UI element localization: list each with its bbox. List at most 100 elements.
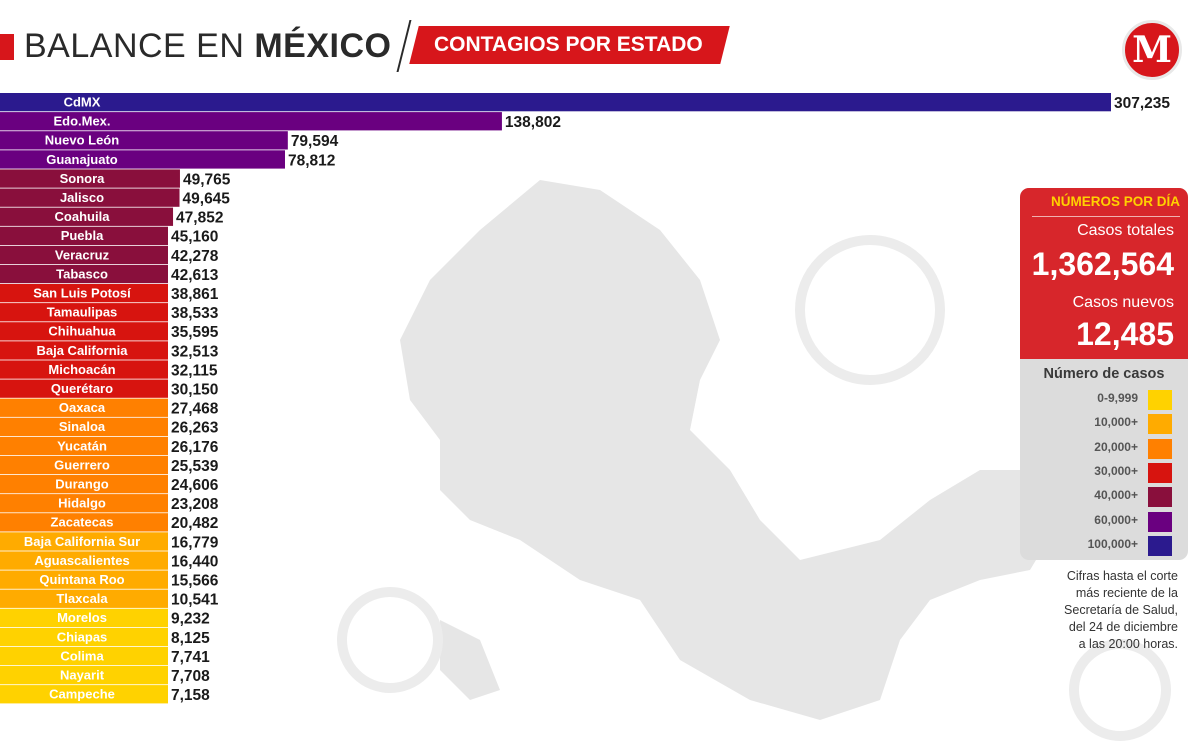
bar-value-label: 79,594: [291, 133, 339, 150]
title-light: BALANCE EN: [24, 27, 255, 65]
bar-category-label: Baja California Sur: [24, 534, 140, 549]
bar-value-label: 138,802: [505, 114, 561, 131]
bar-value-label: 26,176: [171, 439, 219, 456]
bar-category-label: Chihuahua: [48, 324, 116, 339]
note-line: Secretaría de Salud,: [1064, 603, 1178, 617]
bar: [0, 436, 168, 456]
bar: [0, 475, 168, 494]
bar-category-label: Puebla: [61, 228, 104, 243]
panel-divider: [1032, 216, 1180, 217]
bar: [0, 666, 168, 685]
bar: [0, 245, 168, 265]
bar: [0, 93, 1111, 112]
bar: [0, 398, 168, 417]
bar-category-label: Campeche: [49, 687, 115, 702]
bar: [0, 264, 168, 284]
bar-category-label: San Luis Potosí: [33, 286, 131, 301]
bar-category-label: Morelos: [57, 610, 107, 625]
legend-item: 20,000+: [1020, 438, 1172, 459]
bar-value-label: 20,482: [171, 515, 218, 532]
new-cases-value: 12,485: [1076, 316, 1174, 352]
bar: [0, 417, 168, 436]
bar-category-label: Colima: [60, 648, 104, 663]
bar: [0, 131, 288, 150]
bar-category-label: Aguascalientes: [34, 553, 129, 568]
bar-category-label: Sinaloa: [59, 419, 106, 434]
legend-swatch: [1148, 462, 1172, 483]
bar-value-label: 7,741: [171, 649, 210, 666]
bar-category-label: Coahuila: [55, 209, 111, 224]
new-cases-label: Casos nuevos: [1072, 294, 1174, 311]
bar-category-label: Quintana Roo: [39, 572, 124, 587]
legend-swatch: [1148, 390, 1172, 410]
bar: [0, 360, 168, 379]
bar-category-label: Baja California: [36, 343, 128, 358]
bar: [0, 685, 168, 704]
note-line: más reciente de la: [1075, 586, 1178, 600]
bar-category-label: Michoacán: [48, 362, 115, 377]
bar-category-label: Durango: [55, 477, 109, 492]
bar-value-label: 8,125: [171, 630, 210, 647]
bar-category-label: Edo.Mex.: [53, 114, 110, 129]
legend-item-label: 20,000+: [1094, 439, 1138, 454]
bar-value-label: 23,208: [171, 496, 219, 513]
header: BALANCE EN MÉXICO CONTAGIOS POR ESTADO: [0, 18, 1200, 72]
legend-item: 60,000+: [1020, 511, 1172, 532]
daily-numbers-box: NÚMEROS POR DÍA Casos totales 1,362,564 …: [1020, 188, 1188, 359]
legend-title: Número de casos: [1043, 366, 1165, 382]
bar-value-label: 30,150: [171, 382, 218, 399]
bar-category-label: Yucatán: [57, 438, 107, 453]
bar-value-label: 42,278: [171, 248, 219, 265]
legend-swatch: [1148, 487, 1172, 508]
page-title: BALANCE EN MÉXICO: [24, 24, 391, 68]
bar: [0, 608, 168, 627]
bar-value-label: 35,595: [171, 324, 219, 341]
bar: [0, 284, 168, 303]
bar-value-label: 26,263: [171, 420, 219, 437]
bar: [0, 303, 168, 322]
bar-value-label: 42,613: [171, 267, 219, 284]
bar-category-label: Chiapas: [57, 629, 108, 644]
header-accent: [0, 34, 14, 60]
bar-value-label: 32,513: [171, 343, 219, 360]
bar-value-label: 38,533: [171, 305, 219, 322]
bar: [0, 494, 168, 513]
legend-item-label: 10,000+: [1094, 415, 1138, 430]
note-line: del 24 de diciembre: [1068, 620, 1178, 634]
total-cases-label: Casos totales: [1077, 222, 1174, 239]
bar-value-label: 16,779: [171, 534, 219, 551]
bar-category-label: Tlaxcala: [56, 591, 108, 606]
bar: [0, 455, 168, 475]
legend-item: 10,000+: [1020, 414, 1172, 435]
bar-value-label: 45,160: [171, 229, 218, 246]
legend-item: 40,000+: [1020, 487, 1172, 508]
bar-value-label: 27,468: [171, 401, 219, 418]
legend-item-label: 0-9,999: [1097, 391, 1138, 405]
stats-panel: NÚMEROS POR DÍA Casos totales 1,362,564 …: [1020, 188, 1188, 560]
bar: [0, 570, 168, 589]
legend-item: 100,000+: [1020, 535, 1172, 556]
daily-numbers-title: NÚMEROS POR DÍA: [1050, 194, 1180, 209]
bar-value-label: 15,566: [171, 573, 219, 590]
bar-value-label: 10,541: [171, 592, 219, 609]
bar-category-label: Tabasco: [56, 266, 108, 281]
bar: [0, 341, 168, 360]
bar-value-label: 38,861: [171, 286, 219, 303]
bar-category-label: Zacatecas: [51, 515, 114, 530]
note-line: Cifras hasta el corte: [1066, 569, 1178, 583]
bar-category-label: Oaxaca: [59, 400, 106, 415]
legend-item-label: 40,000+: [1094, 488, 1138, 503]
bar: [0, 532, 168, 551]
bar-value-label: 7,708: [171, 668, 210, 685]
bar-value-label: 25,539: [171, 458, 219, 475]
legend-swatch: [1148, 511, 1172, 532]
bar-category-label: CdMX: [64, 95, 101, 110]
bar-value-label: 7,158: [171, 687, 210, 704]
bar-value-label: 9,232: [171, 611, 210, 628]
bar-value-label: 78,812: [288, 152, 335, 169]
bar: [0, 379, 168, 398]
bar: [0, 627, 168, 647]
note-line: a las 20:00 horas.: [1078, 637, 1178, 651]
bar-value-label: 47,852: [176, 210, 223, 227]
